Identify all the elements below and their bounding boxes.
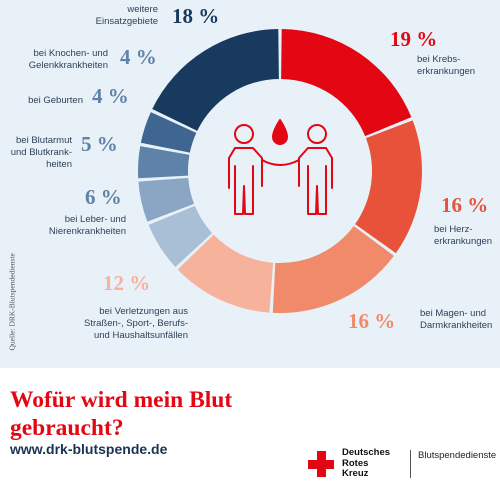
slice-category-label: bei Knochen- und Gelenkkrankheiten bbox=[29, 48, 108, 71]
logo-org-line: Kreuz bbox=[342, 468, 369, 479]
donut-slice bbox=[140, 112, 197, 153]
donut-slice bbox=[138, 177, 195, 222]
logo-org-name: Deutsches Rotes Kreuz bbox=[342, 447, 412, 480]
slice-category-label: bei Leber- und Nierenkrankheiten bbox=[49, 214, 126, 237]
page-headline: Wofür wird mein Blut gebraucht? bbox=[10, 387, 233, 441]
slice-category-label: bei Magen- und Darmkrankheiten bbox=[420, 308, 492, 331]
two-people-sharing-blood-drop-icon bbox=[228, 119, 333, 215]
slice-percent-label: 4 % bbox=[120, 45, 157, 69]
drk-logo: Deutsches Rotes Kreuz Blutspendedienste bbox=[308, 447, 498, 480]
slice-category-label: weitere Einsatzgebiete bbox=[96, 4, 158, 27]
slice-category-label: bei Herz-erkrankungen bbox=[434, 224, 492, 247]
logo-org-line: Rotes bbox=[342, 457, 369, 469]
website-link[interactable]: www.drk-blutspende.de bbox=[10, 441, 168, 457]
slice-percent-label: 16 % bbox=[348, 309, 395, 333]
donut-slice bbox=[355, 120, 423, 254]
logo-divider bbox=[410, 450, 411, 478]
slice-percent-label: 16 % bbox=[441, 193, 488, 217]
donut-slice bbox=[272, 225, 394, 313]
slice-percent-label: 5 % bbox=[81, 132, 118, 156]
donut-slice bbox=[281, 29, 412, 137]
slice-percent-label: 19 % bbox=[390, 27, 437, 51]
donut-slice bbox=[152, 29, 279, 131]
donut-slice bbox=[177, 234, 274, 313]
slice-percent-label: 6 % bbox=[85, 185, 122, 209]
slice-percent-label: 12 % bbox=[103, 271, 150, 295]
red-cross-icon bbox=[308, 451, 334, 477]
slice-category-label: bei Krebs-erkrankungen bbox=[417, 54, 475, 77]
slice-percent-label: 18 % bbox=[172, 4, 219, 28]
logo-service-name: Blutspendedienste bbox=[418, 450, 497, 461]
slice-category-label: bei Geburten bbox=[28, 95, 83, 106]
donut-slice bbox=[138, 146, 190, 179]
chart-panel: 19 % bei Krebs-erkrankungen 16 % bei Herz-e… bbox=[0, 0, 500, 368]
source-note: Quelle: DRK-Blutspendedienste bbox=[7, 253, 17, 351]
slice-percent-label: 4 % bbox=[92, 84, 129, 108]
donut-slice bbox=[148, 205, 213, 267]
donut-chart: 19 % bei Krebs-erkrankungen 16 % bei Herz-e… bbox=[11, 4, 493, 341]
slice-category-label: bei Blutarmut und Blutkrank-heiten bbox=[11, 135, 73, 170]
slice-category-label: bei Verletzungen aus Straßen-, Sport-, Be… bbox=[84, 306, 188, 341]
logo-org-line: Deutsches bbox=[342, 447, 391, 458]
